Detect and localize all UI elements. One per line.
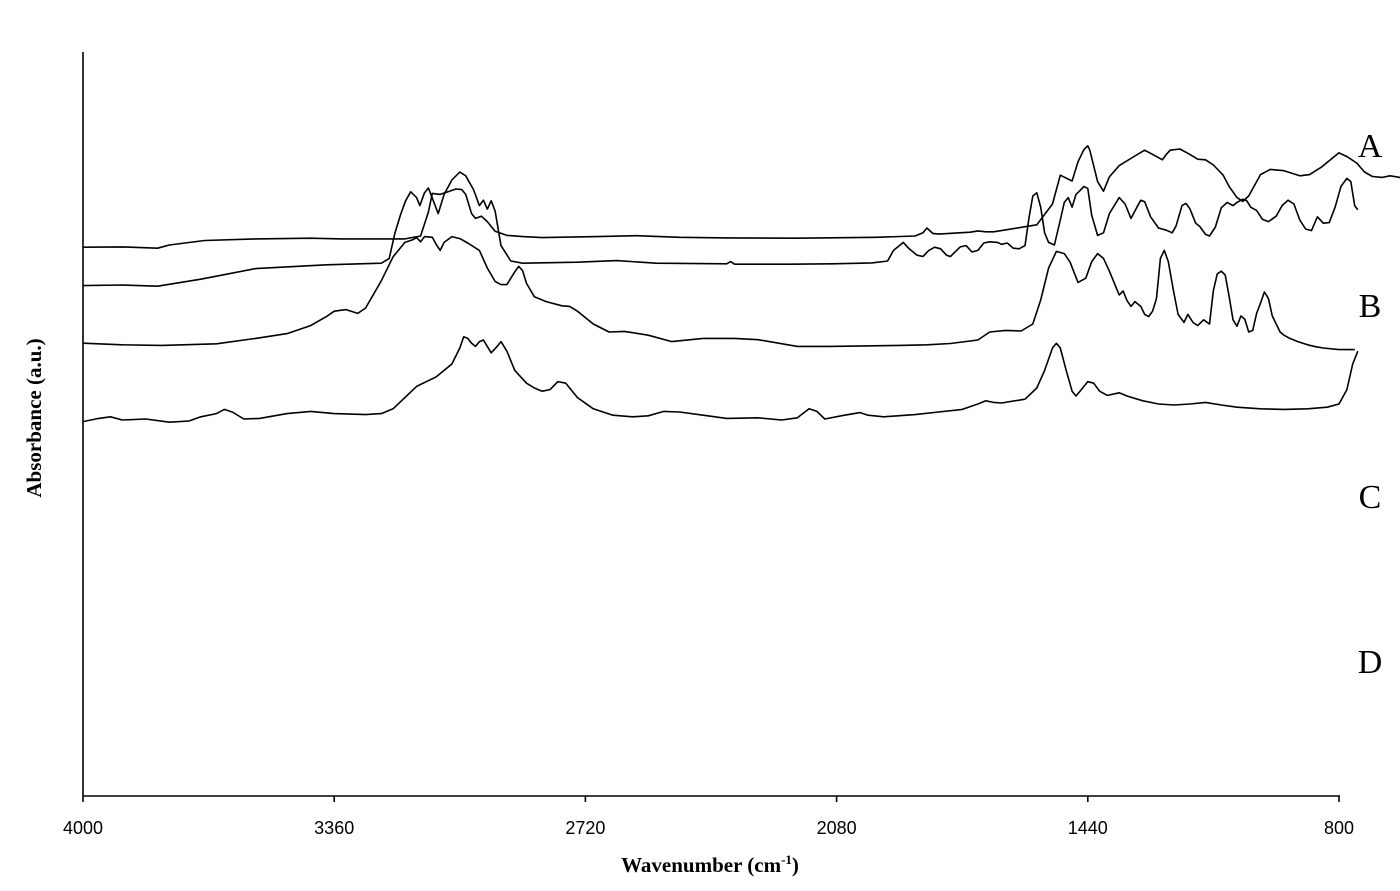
series-group xyxy=(82,145,1400,423)
series-label-b: B xyxy=(1359,288,1382,325)
x-tick-label: 2720 xyxy=(565,818,605,838)
spectrum-line-b xyxy=(82,171,1359,287)
x-axis-ticks: 4000 3360 2720 2080 1440 800 xyxy=(63,796,1354,838)
x-tick-label: 800 xyxy=(1324,818,1354,838)
x-axis-title: Wavenumber (cm-1) xyxy=(621,852,799,877)
spectrum-line-a xyxy=(82,145,1400,249)
x-tick-label: 1440 xyxy=(1068,818,1108,838)
x-tick-label: 4000 xyxy=(63,818,103,838)
series-label-c: C xyxy=(1359,479,1382,516)
series-labels: A B C D xyxy=(1358,128,1383,681)
spectrum-line-d xyxy=(82,336,1359,423)
series-label-a: A xyxy=(1358,128,1383,165)
x-tick-label: 2080 xyxy=(817,818,857,838)
y-axis-title: Absorbance (a.u.) xyxy=(22,338,46,497)
x-tick-label: 3360 xyxy=(314,818,354,838)
spectrum-line-c xyxy=(82,235,1355,351)
series-label-d: D xyxy=(1358,644,1383,681)
plot-area: 4000 3360 2720 2080 1440 800 A B C D xyxy=(63,52,1400,838)
